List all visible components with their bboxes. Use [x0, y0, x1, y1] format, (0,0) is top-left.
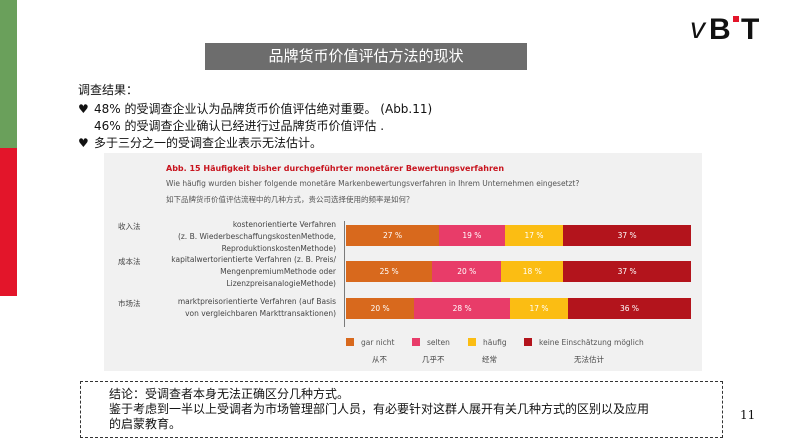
- row-tag-cn: 成本法: [118, 257, 141, 266]
- result-item: ♥ 多于三分之一的受调查企业表示无法估计。: [78, 136, 323, 150]
- legend-label-cn: 经常: [482, 355, 497, 364]
- bar-segment: 17 %: [509, 298, 569, 319]
- result-item: 46% 的受调查企业确认已经进行过品牌货币价值评估 .: [94, 119, 385, 133]
- bar-segment: 25 %: [346, 261, 433, 282]
- legend-label-cn: 几乎不: [422, 355, 445, 364]
- category-label: kostenorientierte Verfahren (z. B. Wiede…: [177, 220, 336, 253]
- side-accent-green: [0, 0, 17, 148]
- category-label: marktpreisorientierte Verfahren (auf Bas…: [177, 297, 336, 318]
- legend-item: keine Einschätzung möglich: [524, 338, 644, 350]
- legend-swatch: [524, 338, 532, 346]
- legend-label-cn: 无法估计: [574, 355, 604, 364]
- row-tag-cn: 市场法: [118, 299, 141, 308]
- bar-segment: 18 %: [501, 261, 564, 282]
- side-accent-red: [0, 148, 17, 296]
- chart-legend: gar nicht selten häufig keine Einschätzu…: [346, 338, 702, 350]
- legend-swatch: [412, 338, 420, 346]
- bar-segment: 37 %: [563, 225, 691, 246]
- bar-segment: 17 %: [504, 225, 564, 246]
- svg-text:T: T: [741, 13, 759, 44]
- legend-item: selten: [412, 338, 450, 350]
- bar-segment: 36 %: [568, 298, 691, 319]
- category-axis: [344, 221, 345, 327]
- category-label: kapitalwertorientierte Verfahren (z. B. …: [171, 255, 336, 288]
- vbt-logo: v B T: [688, 10, 780, 46]
- conclusion-box: 结论：受调查者本身无法正确区分几种方式。 鉴于考虑到一半以上受调者为市场管理部门…: [80, 381, 723, 438]
- chart-title: Abb. 15 Häufigkeit bisher durchgeführter…: [166, 164, 505, 173]
- svg-text:v: v: [690, 12, 707, 44]
- legend-item: häufig: [468, 338, 507, 350]
- chart-question-cn: 如下品牌货币价值评估流程中的几种方式，贵公司选择使用的频率是如何？: [166, 195, 414, 204]
- bar-segment: 20 %: [432, 261, 502, 282]
- results-heading: 调查结果：: [78, 83, 139, 97]
- legend-swatch: [468, 338, 476, 346]
- heart-icon: ♥: [78, 136, 89, 150]
- conclusion-line: 鉴于考虑到一半以上受调者为市场管理部门人员，有必要针对这群人展开有关几种方式的区…: [109, 402, 650, 416]
- bar-segment: 37 %: [563, 261, 691, 282]
- row-tag-cn: 收入法: [118, 222, 141, 231]
- slide-title: 品牌货币价值评估方法的现状: [205, 43, 527, 70]
- survey-chart: Abb. 15 Häufigkeit bisher durchgeführter…: [104, 153, 702, 371]
- heart-icon: ♥: [78, 102, 89, 116]
- bar-segment: 28 %: [414, 298, 510, 319]
- bar-segment: 27 %: [346, 225, 440, 246]
- conclusion-line: 结论：受调查者本身无法正确区分几种方式。: [109, 387, 350, 401]
- conclusion-line: 的启蒙教育。: [109, 417, 182, 431]
- legend-label-cn: 从不: [372, 355, 387, 364]
- legend-swatch: [346, 338, 354, 346]
- legend-item: gar nicht: [346, 338, 394, 350]
- result-item: ♥ 48% 的受调查企业认为品牌货币价值评估绝对重要。 (Abb.11): [78, 102, 433, 116]
- bar-segment: 19 %: [439, 225, 505, 246]
- page-number: 11: [740, 408, 756, 422]
- svg-text:B: B: [709, 13, 731, 44]
- bar-segment: 20 %: [346, 298, 415, 319]
- chart-question-de: Wie häufig wurden bisher folgende monetä…: [166, 179, 580, 188]
